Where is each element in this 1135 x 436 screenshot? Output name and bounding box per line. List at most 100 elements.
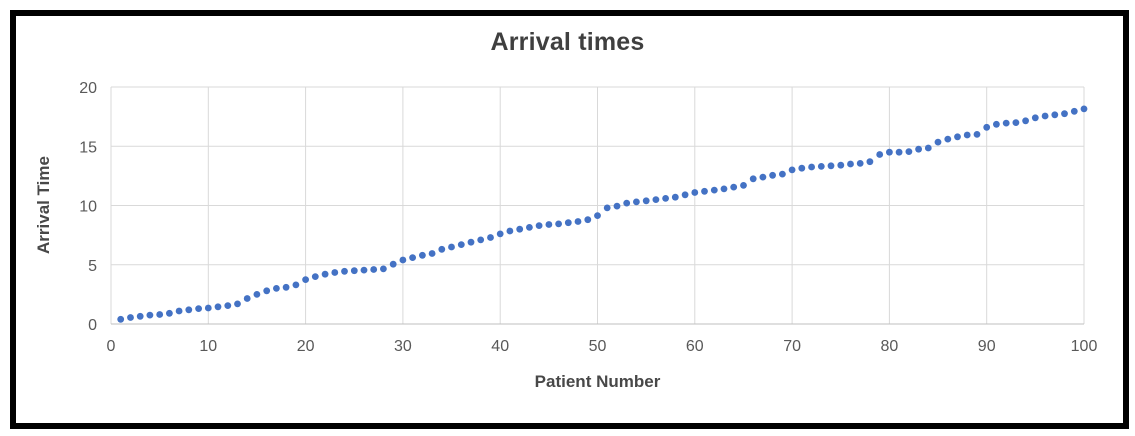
data-point xyxy=(263,287,271,295)
data-point xyxy=(564,219,572,227)
data-point xyxy=(545,221,553,228)
data-point xyxy=(409,254,416,261)
data-point xyxy=(175,307,183,315)
data-point xyxy=(798,164,806,172)
data-point xyxy=(399,256,407,264)
data-point xyxy=(467,238,475,246)
data-point xyxy=(166,309,173,317)
data-point xyxy=(788,166,796,174)
data-point xyxy=(555,220,562,228)
data-point xyxy=(204,304,212,312)
data-point xyxy=(613,202,621,210)
data-point xyxy=(808,163,815,171)
data-point xyxy=(954,133,961,141)
data-point xyxy=(380,265,387,273)
data-point xyxy=(594,212,601,220)
data-point xyxy=(195,305,203,312)
data-point xyxy=(963,131,971,139)
data-point xyxy=(535,222,543,230)
data-point xyxy=(360,266,368,274)
x-tick-label: 60 xyxy=(686,338,704,355)
y-tick-label: 5 xyxy=(88,258,97,275)
data-point xyxy=(487,234,494,241)
data-point xyxy=(127,314,134,321)
x-tick-label: 40 xyxy=(491,338,509,355)
data-point xyxy=(681,191,689,199)
data-point xyxy=(136,312,144,320)
data-point xyxy=(234,300,241,308)
data-point xyxy=(817,163,825,170)
data-point xyxy=(983,123,991,131)
data-point xyxy=(856,160,864,167)
data-point xyxy=(282,283,290,291)
data-point xyxy=(185,306,193,314)
x-axis-title: Patient Number xyxy=(534,372,661,391)
data-point xyxy=(847,160,854,168)
x-tick-label: 90 xyxy=(978,338,996,355)
data-point xyxy=(341,267,348,275)
data-point xyxy=(603,204,611,212)
data-point xyxy=(944,135,952,143)
data-point xyxy=(876,151,884,158)
x-tick-label: 20 xyxy=(297,338,315,355)
data-point xyxy=(253,291,261,298)
data-point xyxy=(886,148,893,156)
data-point xyxy=(895,148,903,156)
data-point xyxy=(156,311,164,318)
data-point xyxy=(749,175,757,183)
y-axis-title: Arrival Time xyxy=(34,156,53,254)
x-tick-label: 70 xyxy=(783,338,801,355)
data-point xyxy=(671,193,679,201)
data-point xyxy=(526,224,533,231)
data-point xyxy=(993,120,1000,128)
data-point xyxy=(866,158,874,166)
data-point xyxy=(273,285,280,292)
data-point xyxy=(574,218,582,225)
data-point xyxy=(710,186,718,194)
data-point xyxy=(496,230,504,238)
data-point xyxy=(837,161,845,169)
data-point xyxy=(769,171,776,179)
data-point xyxy=(915,145,922,153)
x-tick-label: 0 xyxy=(107,338,116,355)
data-point xyxy=(633,198,640,206)
data-point xyxy=(389,260,397,268)
y-tick-label: 0 xyxy=(88,317,97,334)
data-point xyxy=(1051,111,1059,119)
data-point xyxy=(370,266,378,273)
y-tick-label: 20 xyxy=(79,80,97,97)
data-point xyxy=(1002,119,1010,127)
data-point xyxy=(662,195,669,202)
data-point xyxy=(457,241,465,249)
x-tick-label: 10 xyxy=(199,338,217,355)
y-tick-label: 10 xyxy=(79,199,97,216)
data-point xyxy=(1061,110,1068,118)
data-point xyxy=(1041,112,1049,120)
data-point xyxy=(730,183,738,191)
data-point xyxy=(214,303,222,311)
data-point xyxy=(146,311,154,319)
x-tick-label: 30 xyxy=(394,338,412,355)
data-point xyxy=(701,187,708,195)
data-point xyxy=(117,315,125,323)
chart-title: Arrival times xyxy=(490,28,645,56)
data-point xyxy=(584,216,592,224)
data-point xyxy=(642,197,650,205)
data-point xyxy=(1080,105,1088,113)
data-point xyxy=(740,182,747,189)
data-point xyxy=(691,189,699,196)
data-point xyxy=(506,227,514,235)
data-point xyxy=(652,196,660,204)
data-point xyxy=(516,225,524,233)
data-point xyxy=(1012,119,1020,126)
x-tick-label: 100 xyxy=(1071,338,1098,355)
data-point xyxy=(924,144,932,152)
data-point xyxy=(419,251,426,259)
data-point xyxy=(1022,117,1029,125)
data-point xyxy=(827,162,835,170)
data-point xyxy=(438,245,446,253)
data-point xyxy=(224,302,232,309)
data-point xyxy=(243,295,251,302)
